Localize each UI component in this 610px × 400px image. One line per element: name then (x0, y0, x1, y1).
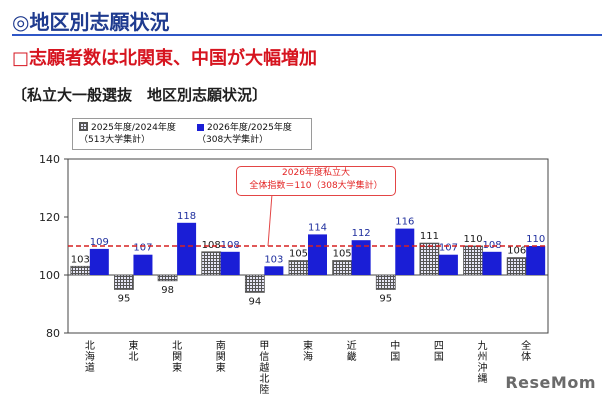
category-label: 北 (85, 340, 95, 352)
value-label-2026: 116 (395, 217, 414, 228)
category-label: 東 (172, 361, 182, 374)
category-label: 縄 (478, 372, 488, 385)
value-label-2026: 112 (352, 228, 371, 239)
category-label: 北 (259, 373, 269, 385)
category-label: 近 (347, 339, 357, 352)
category-label: 東 (128, 339, 138, 352)
y-tick-label: 120 (39, 211, 60, 224)
category-label: 甲 (259, 341, 269, 352)
value-label-2025: 111 (420, 231, 439, 242)
category-label: 国 (390, 351, 400, 363)
category-label: 陸 (259, 383, 269, 396)
bar-2026 (89, 248, 109, 275)
value-label-2026: 103 (264, 254, 283, 265)
category-label: 国 (434, 351, 444, 363)
category-label: 信 (259, 351, 269, 363)
legend-sublabel-2025: （513大学集計） (79, 135, 151, 145)
bar-2026 (264, 266, 284, 275)
category-label: 州 (478, 351, 488, 363)
value-label-2025: 110 (463, 234, 482, 245)
bar-2025 (244, 274, 265, 293)
bar-2026 (133, 254, 153, 275)
category-label: 全 (521, 339, 531, 352)
y-tick-label: 140 (39, 153, 60, 166)
bar-2026 (438, 254, 458, 275)
bar-2025 (288, 260, 309, 276)
overall-index-callout: 2026年度私立大 全体指数＝110（308大学集計） (236, 166, 396, 196)
y-tick-label: 80 (46, 327, 60, 340)
callout-line-2: 全体指数＝110（308大学集計） (249, 181, 383, 191)
category-label: 関 (172, 351, 182, 363)
value-label-2026: 110 (526, 234, 545, 245)
category-label: 東 (303, 339, 313, 352)
bar-2025 (114, 274, 134, 290)
value-label-2026: 107 (133, 243, 152, 254)
category-label: 海 (85, 350, 95, 363)
bar-2025 (332, 260, 353, 276)
category-label: 畿 (347, 350, 357, 363)
value-label-2025: 95 (379, 294, 392, 305)
bar-2026 (177, 222, 197, 275)
bar-2026 (482, 251, 502, 275)
bar-2026 (351, 240, 371, 275)
value-label-2025: 95 (118, 294, 131, 305)
category-label: 中 (390, 339, 400, 352)
value-label-2026: 107 (439, 243, 458, 254)
category-label: 北 (172, 340, 182, 352)
value-label-2025: 105 (333, 249, 352, 260)
legend-item-2026: 2026年度/2025年度 （308大学集計） (197, 122, 292, 146)
legend-swatch-hatched (79, 122, 88, 131)
bar-2026 (308, 234, 327, 275)
bar-2025 (506, 257, 527, 276)
category-label: 関 (216, 351, 226, 363)
bar-2025 (201, 251, 222, 276)
value-label-2026: 109 (90, 237, 109, 248)
category-label: 九 (478, 340, 488, 352)
callout-line-1: 2026年度私立大 (282, 168, 350, 178)
page-subheading: □志願者数は北関東、中国が大幅増加 (12, 48, 318, 69)
legend-sublabel-2026: （308大学集計） (197, 135, 269, 145)
legend-item-2025: 2025年度/2024年度 （513大学集計） (79, 122, 176, 146)
category-label: 越 (259, 361, 269, 374)
category-label: 南 (216, 339, 226, 352)
callout-pointer (267, 193, 273, 247)
bar-2025 (157, 274, 178, 282)
bar-2025 (463, 245, 483, 276)
chart-plot-area: 80100120140103109北海道95107東北98118北関東10810… (39, 153, 549, 396)
bar-2026 (395, 228, 415, 275)
category-label: 北 (128, 351, 138, 363)
chart-caption: 〔私立大一般選抜 地区別志願状況〕 (12, 86, 268, 104)
bar-2026 (220, 251, 240, 275)
value-label-2025: 98 (161, 285, 174, 296)
legend-label-2025: 2025年度/2024年度 (91, 123, 176, 133)
category-label: 四 (434, 341, 444, 352)
legend-swatch-blue (197, 124, 204, 131)
chart-legend: 2025年度/2024年度 （513大学集計） 2026年度/2025年度 （3… (72, 118, 312, 150)
legend-label-2026: 2026年度/2025年度 (207, 123, 292, 133)
value-label-2026: 118 (177, 211, 196, 222)
value-label-2025: 108 (202, 240, 221, 251)
value-label-2026: 114 (308, 222, 327, 233)
heading-divider (12, 34, 602, 36)
resemom-logo: ReseMom (505, 373, 596, 392)
bar-2025 (375, 274, 396, 290)
bar-2025 (70, 265, 91, 276)
category-label: 沖 (478, 361, 488, 374)
value-label-2025: 105 (289, 249, 308, 260)
page-heading: ◎地区別志願状況 (12, 10, 170, 34)
bar-2025 (419, 242, 440, 276)
category-label: 海 (303, 350, 313, 363)
y-tick-label: 100 (39, 269, 60, 282)
value-label-2025: 103 (71, 254, 90, 265)
category-label: 道 (85, 361, 95, 374)
category-label: 東 (216, 361, 226, 374)
category-label: 体 (521, 351, 531, 363)
bar-2026 (526, 246, 546, 275)
value-label-2025: 94 (248, 296, 261, 307)
value-label-2025: 106 (507, 246, 526, 257)
